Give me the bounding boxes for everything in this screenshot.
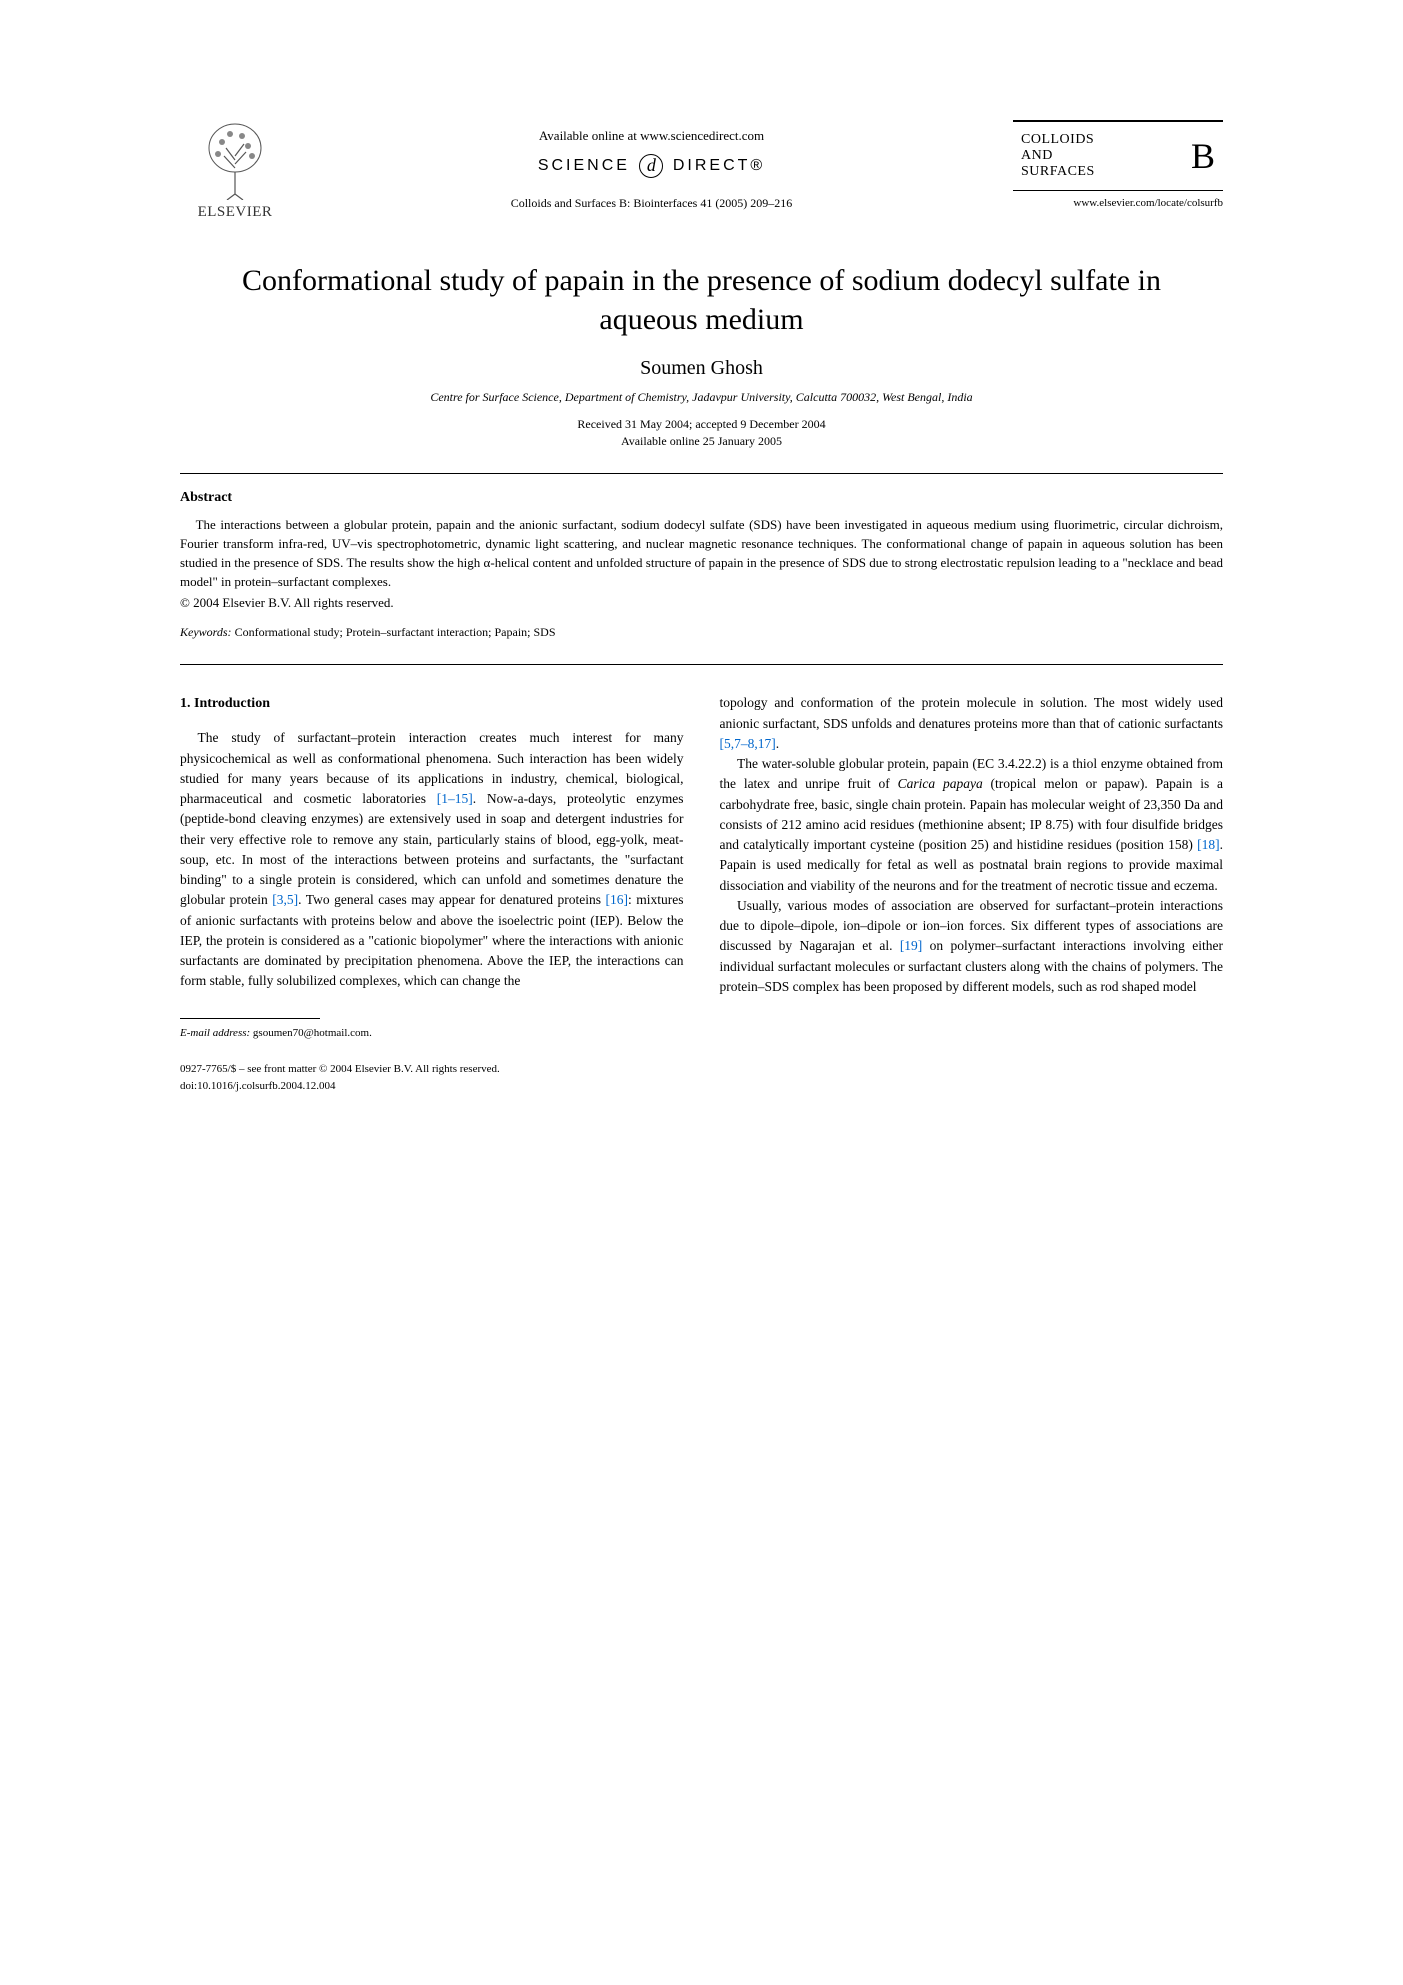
column-left: 1. Introduction The study of surfactant–… [180,693,684,1094]
journal-box-text: COLLOIDS AND SURFACES [1021,132,1095,180]
footer-info: 0927-7765/$ – see front matter © 2004 El… [180,1061,684,1094]
p1cont-text-b: . [776,736,779,751]
science-direct-d-icon: d [639,154,663,178]
header-center: Available online at www.sciencedirect.co… [290,120,1013,211]
footer-line2: doi:10.1016/j.colsurfb.2004.12.004 [180,1078,684,1095]
journal-box-letter: B [1191,135,1215,177]
journal-citation: Colloids and Surfaces B: Biointerfaces 4… [290,196,1013,211]
keywords-text: Conformational study; Protein–surfactant… [232,625,556,639]
section-1-heading: 1. Introduction [180,693,684,714]
science-direct-pre: SCIENCE [538,157,630,174]
intro-paragraph-1-cont: topology and conformation of the protein… [720,693,1224,754]
ref-link-19[interactable]: [19] [900,938,923,953]
author-name: Soumen Ghosh [180,357,1223,380]
p1cont-text-a: topology and conformation of the protein… [720,695,1224,730]
available-online-date: Available online 25 January 2005 [180,434,1223,449]
paper-title: Conformational study of papain in the pr… [240,261,1163,339]
abstract-text: The interactions between a globular prot… [180,516,1223,591]
abstract-heading: Abstract [180,490,1223,506]
ref-link-18[interactable]: [18] [1197,837,1220,852]
journal-logo-block: COLLOIDS AND SURFACES B www.elsevier.com… [1013,120,1223,209]
elsevier-tree-icon [200,120,270,200]
publisher-block: ELSEVIER [180,120,290,221]
intro-paragraph-3: Usually, various modes of association ar… [720,896,1224,997]
science-direct-post: DIRECT® [673,157,765,174]
divider-top [180,473,1223,474]
footnote-email: E-mail address: gsoumen70@hotmail.com. [180,1025,684,1042]
science-direct-logo: SCIENCE d DIRECT® [290,154,1013,178]
ref-link-16[interactable]: [16] [606,892,629,907]
abstract-copyright: © 2004 Elsevier B.V. All rights reserved… [180,595,1223,611]
species-name: Carica papaya [898,776,983,791]
journal-title-box: COLLOIDS AND SURFACES B [1013,120,1223,191]
footnote-label: E-mail address: [180,1027,250,1039]
journal-box-line1: COLLOIDS [1021,132,1095,148]
footnote-rule [180,1018,320,1019]
author-affiliation: Centre for Surface Science, Department o… [180,390,1223,405]
received-accepted-dates: Received 31 May 2004; accepted 9 Decembe… [180,417,1223,432]
keywords-label: Keywords: [180,625,232,639]
paper-header: ELSEVIER Available online at www.science… [180,120,1223,221]
available-online-text: Available online at www.sciencedirect.co… [290,128,1013,144]
p1-text-b: . Now-a-days, proteolytic enzymes (pepti… [180,791,684,907]
footer-line1: 0927-7765/$ – see front matter © 2004 El… [180,1061,684,1078]
journal-url: www.elsevier.com/locate/colsurfb [1013,197,1223,209]
footnote-email-address: gsoumen70@hotmail.com. [250,1027,372,1039]
body-columns: 1. Introduction The study of surfactant–… [180,693,1223,1094]
intro-paragraph-2: The water-soluble globular protein, papa… [720,754,1224,896]
column-right: topology and conformation of the protein… [720,693,1224,1094]
journal-box-line2: AND [1021,148,1095,164]
publisher-name: ELSEVIER [198,204,273,221]
p1-text-c: . Two general cases may appear for denat… [298,892,605,907]
intro-paragraph-1: The study of surfactant–protein interact… [180,728,684,991]
ref-link-3-5[interactable]: [3,5] [272,892,298,907]
ref-link-5-7-8-17[interactable]: [5,7–8,17] [720,736,776,751]
ref-link-1-15[interactable]: [1–15] [437,791,473,806]
keywords-line: Keywords: Conformational study; Protein–… [180,625,1223,640]
journal-box-line3: SURFACES [1021,164,1095,180]
divider-bottom [180,664,1223,665]
